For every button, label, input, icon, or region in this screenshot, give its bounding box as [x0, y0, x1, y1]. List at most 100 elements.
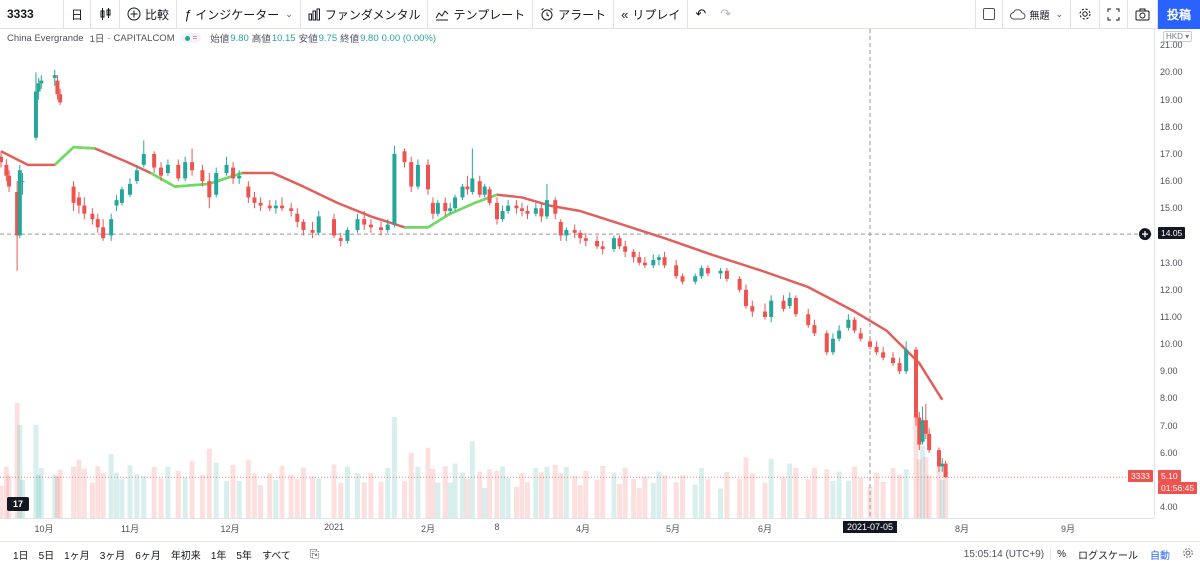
volume-bar [811, 467, 817, 518]
range-button[interactable]: 1年 [210, 550, 227, 562]
volume-bar [494, 471, 500, 518]
log-scale-toggle[interactable]: ログスケール [1078, 550, 1138, 562]
volume-bar [213, 462, 219, 518]
legend-close-label: 終値 [340, 34, 360, 45]
range-button[interactable]: 1日 [13, 550, 29, 562]
candle-body [4, 164, 9, 176]
tradingview-logo[interactable]: 17 [7, 497, 29, 511]
price-axis[interactable]: HKD ▾ 21.00 20.00 19.00 18.00 17.00 16.00 15.0… [1128, 29, 1200, 518]
candle [793, 295, 798, 317]
range-button[interactable]: 6ヶ月 [135, 550, 161, 562]
candle-body [923, 420, 928, 434]
alerts-button[interactable]: アラート [533, 0, 615, 29]
candle [214, 167, 219, 198]
settings-button[interactable] [1071, 0, 1100, 29]
clock-time[interactable]: 15:05:14 (UTC+9) [958, 548, 1052, 560]
volume-bar [38, 468, 44, 518]
price-tick-label: 21.00 [1160, 40, 1183, 51]
layout-save-button[interactable]: 無題 ⌄ [1003, 0, 1071, 29]
symbol-search-button[interactable]: 3333 [0, 0, 64, 29]
candle-body [881, 352, 886, 358]
snapshot-button[interactable] [1128, 0, 1158, 29]
price-chart[interactable] [0, 29, 1154, 518]
candle-body [415, 164, 420, 187]
auto-scale-toggle[interactable]: 自動 [1150, 550, 1170, 562]
candle [20, 172, 25, 195]
volume-bar [378, 482, 384, 518]
candle [837, 325, 842, 342]
volume-bar [344, 466, 350, 518]
candle [693, 273, 698, 285]
axis-settings-button[interactable] [1176, 547, 1200, 562]
candle-body [338, 238, 343, 241]
volume-bar [743, 457, 749, 518]
legend-symbol-name[interactable]: China Evergrande [7, 32, 84, 44]
range-button[interactable]: 年初来 [170, 550, 201, 562]
legend-status-pill[interactable]: = [180, 33, 202, 43]
candle-body [165, 164, 170, 173]
chart-type-button[interactable] [91, 0, 121, 29]
volume-bar [673, 482, 679, 518]
candle [846, 314, 851, 331]
range-button[interactable]: 3ヶ月 [99, 550, 126, 562]
volume-bar [14, 403, 20, 518]
candle-body [874, 346, 879, 353]
volume-bar [338, 483, 344, 518]
post-button[interactable]: 投稿 [1158, 0, 1200, 29]
candle-body [90, 213, 95, 220]
candle [114, 194, 119, 212]
candle [392, 145, 397, 228]
indicators-button[interactable]: ƒ インジケーター ⌄ [177, 0, 301, 29]
time-axis[interactable]: 10月11月12月20212月84月5月6月7月8月9月2021-07-05 [0, 518, 1154, 537]
interval-button[interactable]: 日 [64, 0, 92, 29]
range-button[interactable]: 5年 [236, 550, 252, 562]
candle [737, 276, 742, 293]
volume-bar [452, 463, 458, 518]
range-button[interactable]: すべて [261, 550, 291, 562]
volume-bar [361, 482, 367, 518]
fullscreen-button[interactable] [1100, 0, 1128, 29]
candle [940, 458, 945, 472]
candle-body [651, 259, 656, 266]
candle-body [95, 219, 100, 228]
time-tick-label: 6月 [757, 524, 773, 534]
percent-toggle[interactable]: % [1057, 548, 1066, 560]
range-button[interactable]: 1ヶ月 [64, 550, 90, 562]
candle-body [76, 197, 81, 206]
volume-bar [331, 464, 337, 518]
volume-bar [89, 482, 95, 518]
undo-button[interactable]: ↶ [688, 0, 713, 29]
candle [17, 164, 22, 239]
candle [443, 197, 448, 217]
volume-bar [650, 483, 656, 518]
chevron-down-icon: ⌄ [285, 8, 293, 19]
replay-button[interactable]: « リプレイ [614, 0, 689, 29]
candle [495, 197, 499, 225]
fullscreen-layout-button[interactable] [975, 0, 1004, 29]
time-tick-label: 2月 [420, 524, 436, 534]
candle-body [426, 164, 430, 190]
fundamentals-button[interactable]: ファンダメンタル [301, 0, 429, 29]
candle [558, 219, 563, 241]
volume-bar [288, 475, 294, 518]
redo-button[interactable]: ↷ [713, 0, 738, 29]
volume-bar [583, 471, 589, 518]
candle [781, 295, 786, 312]
volume-bar [402, 481, 407, 518]
time-tick-label: 2021 [323, 522, 345, 532]
range-button[interactable]: 5日 [38, 550, 55, 562]
compare-button[interactable]: 比較 [120, 0, 178, 29]
price-tick-label: 19.00 [1160, 94, 1183, 105]
candle-body [674, 265, 679, 277]
volume-bar [119, 479, 125, 518]
candle-body [525, 211, 530, 214]
currency-selector[interactable]: HKD ▾ [1163, 31, 1193, 42]
candle [914, 346, 918, 426]
goto-date-icon[interactable]: ⎘ [309, 546, 320, 561]
templates-button[interactable]: テンプレート [428, 0, 534, 29]
volume-bar [415, 466, 421, 518]
candle-body [705, 268, 710, 274]
candle-body [583, 238, 588, 241]
candle-body [787, 297, 792, 307]
volume-bar [300, 467, 306, 518]
